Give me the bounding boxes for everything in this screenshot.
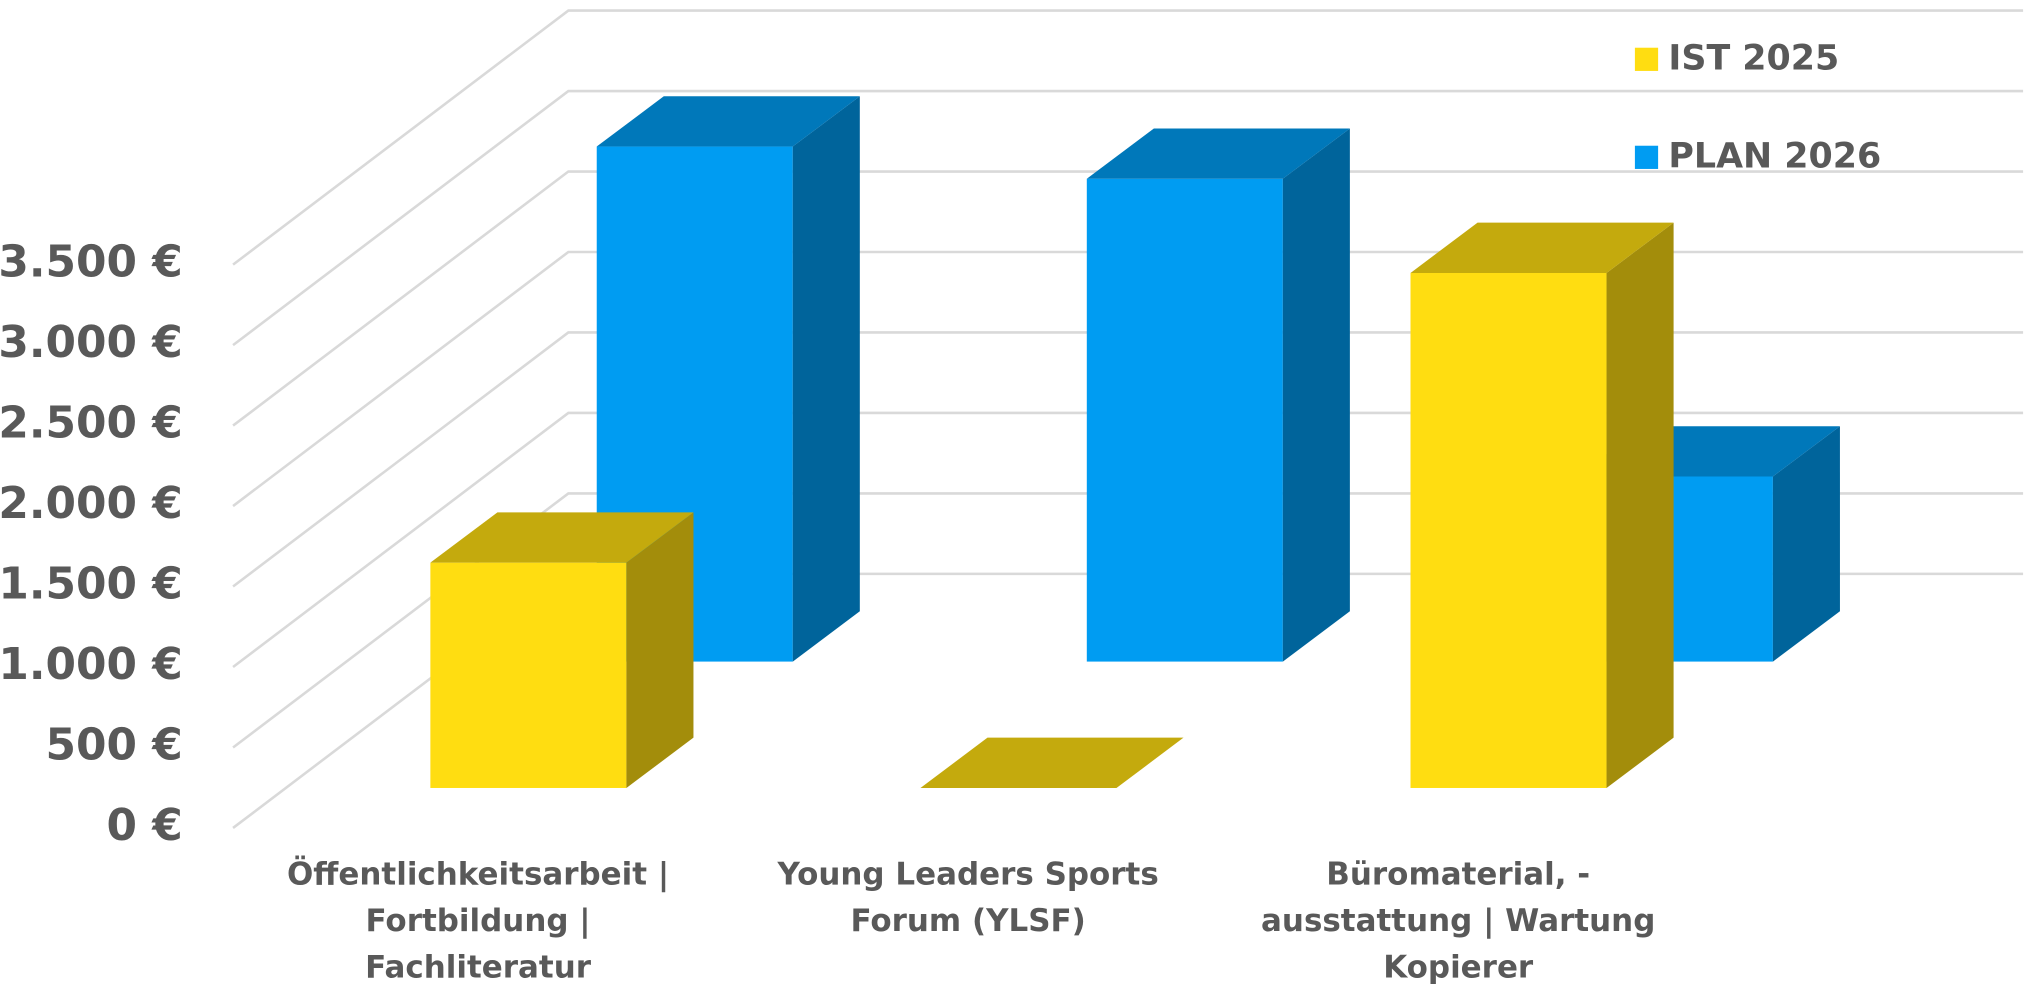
bar-side [1282,128,1350,662]
bar-front [1410,272,1607,788]
legend-label: PLAN 2026 [1668,136,1881,176]
bar-side [626,512,694,788]
bar-side [1772,426,1840,662]
x-tick-label: Öffentlichkeitsarbeit | Fortbildung | Fa… [286,856,670,984]
bar [920,737,1184,788]
y-tick-label: 1.500 € [0,559,183,610]
bar-top [596,96,860,147]
bar-front [430,562,627,788]
bar [1086,128,1350,662]
y-tick-label: 500 € [46,719,183,770]
y-tick-label: 3.500 € [0,237,183,288]
bar-side [792,96,860,662]
x-tick-label-box: Young Leaders Sports Forum (YLSF) [777,856,1159,939]
y-tick-label: 0 € [107,800,183,851]
bar [1410,222,1674,788]
x-tick-label: Büromaterial, -ausstattung | Wartung Kop… [1261,856,1656,984]
bar-top [1410,222,1674,273]
y-tick-label: 3.000 € [0,317,183,368]
bar-top [1086,128,1350,179]
bar-side [1606,222,1674,788]
x-tick-label-box: Öffentlichkeitsarbeit | Fortbildung | Fa… [286,856,670,984]
bar-top [920,737,1184,788]
grid-line [232,9,2024,266]
legend-swatch [1634,145,1659,169]
x-tick-label-box: Büromaterial, -ausstattung | Wartung Kop… [1261,856,1656,984]
y-tick-label: 2.500 € [0,398,183,449]
bar [430,512,694,788]
x-tick-label: Young Leaders Sports Forum (YLSF) [777,856,1159,939]
bar-front [1086,178,1283,662]
legend-swatch [1634,47,1659,71]
y-tick-label: 1.000 € [0,639,183,690]
legend-label: IST 2025 [1668,38,1839,78]
grid-line [232,170,2024,427]
y-tick-label: 2.000 € [0,478,183,529]
bar-top [430,512,694,563]
grid-line [232,89,2024,347]
